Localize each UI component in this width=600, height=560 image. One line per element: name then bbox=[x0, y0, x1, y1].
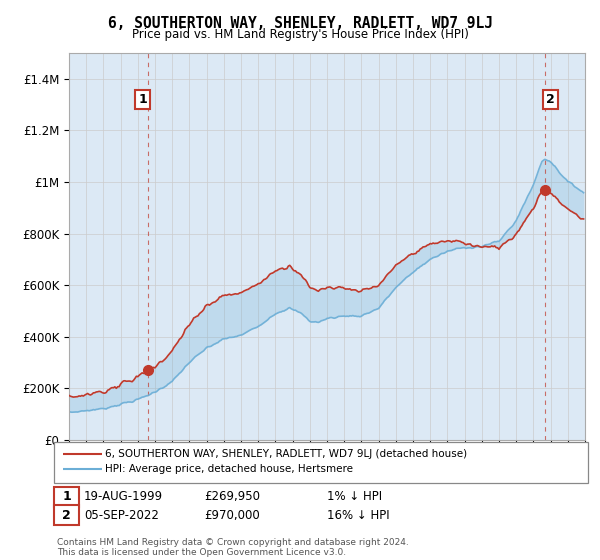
Text: Price paid vs. HM Land Registry's House Price Index (HPI): Price paid vs. HM Land Registry's House … bbox=[131, 28, 469, 41]
Text: 1: 1 bbox=[139, 93, 148, 106]
Text: 16% ↓ HPI: 16% ↓ HPI bbox=[327, 508, 389, 522]
Text: 6, SOUTHERTON WAY, SHENLEY, RADLETT, WD7 9LJ: 6, SOUTHERTON WAY, SHENLEY, RADLETT, WD7… bbox=[107, 16, 493, 31]
Text: 05-SEP-2022: 05-SEP-2022 bbox=[84, 508, 159, 522]
Text: £269,950: £269,950 bbox=[204, 490, 260, 503]
Text: 19-AUG-1999: 19-AUG-1999 bbox=[84, 490, 163, 503]
Text: £970,000: £970,000 bbox=[204, 508, 260, 522]
Text: 2: 2 bbox=[62, 508, 71, 522]
Text: 1: 1 bbox=[62, 490, 71, 503]
Text: Contains HM Land Registry data © Crown copyright and database right 2024.
This d: Contains HM Land Registry data © Crown c… bbox=[57, 538, 409, 557]
Text: 2: 2 bbox=[546, 93, 554, 106]
Text: 6, SOUTHERTON WAY, SHENLEY, RADLETT, WD7 9LJ (detached house): 6, SOUTHERTON WAY, SHENLEY, RADLETT, WD7… bbox=[105, 449, 467, 459]
Text: HPI: Average price, detached house, Hertsmere: HPI: Average price, detached house, Hert… bbox=[105, 464, 353, 474]
Text: 1% ↓ HPI: 1% ↓ HPI bbox=[327, 490, 382, 503]
